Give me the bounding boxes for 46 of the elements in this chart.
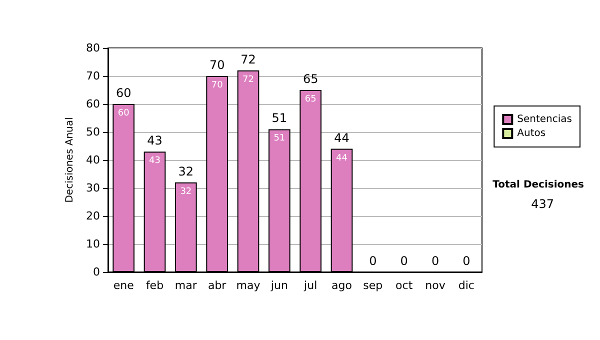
text: Total Decisiones [492,180,584,190]
total-label: 60 [116,86,132,100]
y-tick-label: 0 [93,266,100,278]
x-tick-label: nov [425,279,446,292]
total-label: 32 [178,164,194,178]
y-tick-label: 70 [86,70,100,82]
total-label: 0 [431,254,440,268]
x-tick-label: jul [303,279,318,292]
y-axis-title: Decisiones Anual [64,117,76,203]
legend-label: Autos [517,128,546,139]
x-tick-label: feb [146,279,164,292]
total-label: 44 [334,130,350,145]
total-label: 0 [400,254,408,268]
data-label: 70 [211,80,224,90]
total-label: 0 [462,254,470,268]
x-tick-label: jun [270,279,288,292]
total-label: 43 [147,134,162,148]
total-label: 0 [369,254,377,268]
x-tick-label: ene [113,279,134,292]
y-tick-label: 10 [86,238,100,250]
x-tick-label: may [236,279,261,292]
y-tick-label: 50 [86,126,100,138]
data-label: 44 [336,153,348,164]
x-tick-label: oct [396,279,414,292]
total-label: 51 [272,111,288,126]
x-tick-label: sep [363,279,383,292]
data-label: 60 [118,108,130,118]
total-label: 70 [209,58,225,72]
data-label: 32 [180,186,192,197]
data-label: 43 [149,156,160,166]
legend-label: Sentencias [517,114,572,125]
y-tick-label: 30 [86,182,100,194]
total-label: 65 [302,72,318,86]
y-tick-label: 80 [86,42,100,54]
data-label: 51 [274,134,286,144]
y-tick-label: 60 [86,98,100,110]
x-tick-label: mar [174,279,198,292]
x-tick-label: dic [458,279,474,292]
y-tick-label: 40 [86,154,100,166]
x-tick-label: abr [208,279,227,292]
y-tick-label: 20 [86,210,100,222]
text: 437 [531,197,554,211]
data-label: 72 [242,74,254,85]
x-tick-label: ago [332,279,352,292]
data-label: 65 [304,94,316,104]
total-label: 72 [240,52,256,66]
